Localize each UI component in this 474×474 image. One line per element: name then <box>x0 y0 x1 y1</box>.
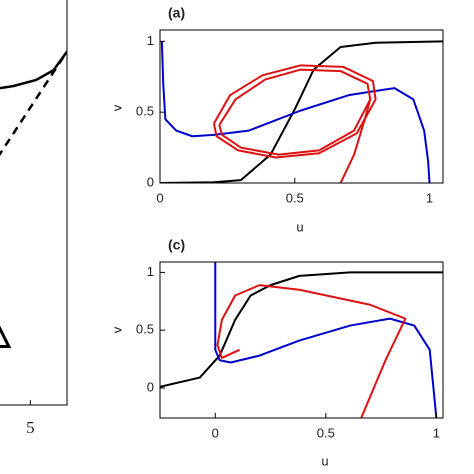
y-tick-label: 0 <box>147 379 154 394</box>
axes-frame <box>159 29 444 184</box>
plot-area <box>160 40 443 183</box>
curve <box>160 40 443 183</box>
y-tick-label: 1 <box>147 264 154 279</box>
x-tick-label: 1 <box>433 425 440 440</box>
plot-area <box>0 50 67 349</box>
x-tick-label: 0.5 <box>286 190 304 205</box>
curve <box>160 271 443 388</box>
x-axis-label: u <box>321 453 328 468</box>
y-axis-label: v <box>109 326 124 333</box>
x-tick-label: 5 <box>26 418 35 437</box>
curve <box>0 50 67 90</box>
y-tick-label: 0 <box>147 174 154 189</box>
x-tick-label: 0 <box>156 190 163 205</box>
x-tick-label: 0 <box>212 425 219 440</box>
curve <box>214 262 438 418</box>
axes-frame <box>0 0 68 406</box>
y-tick-label: 0.5 <box>136 104 154 119</box>
triangle-marker <box>0 325 12 349</box>
y-axis-label: v <box>109 104 124 111</box>
curve <box>218 68 372 156</box>
x-tick-label: 0.5 <box>317 425 335 440</box>
axes-frame <box>159 261 444 419</box>
plot-area <box>160 262 443 418</box>
panel-title: (c) <box>168 237 185 253</box>
y-tick-label: 1 <box>147 33 154 48</box>
panel-title: (a) <box>168 5 185 21</box>
curve <box>0 50 67 157</box>
curve <box>216 284 407 418</box>
curve <box>212 64 377 159</box>
curve <box>339 99 372 183</box>
y-tick-label: 0.5 <box>136 322 154 337</box>
x-tick-label: 1 <box>426 190 433 205</box>
x-axis-label: u <box>296 219 303 234</box>
curve <box>160 41 431 183</box>
